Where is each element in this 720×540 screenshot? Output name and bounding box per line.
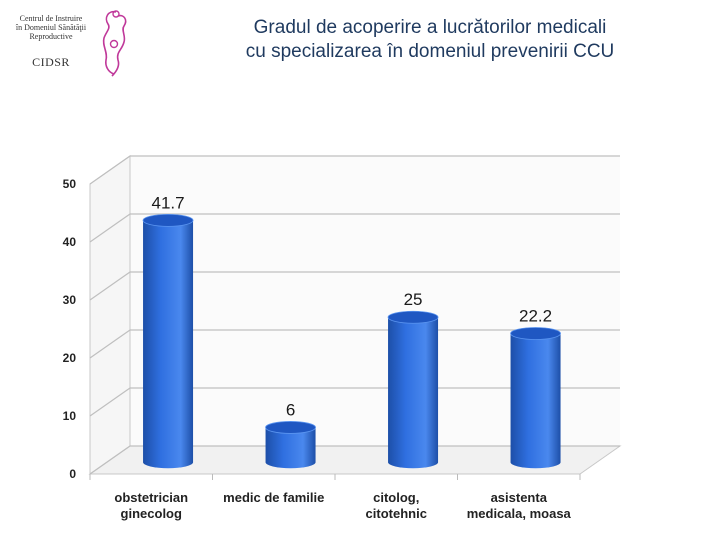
bar xyxy=(265,427,316,469)
bar-top xyxy=(142,213,194,227)
bar xyxy=(388,317,439,469)
title-line: Gradul de acoperire a lucrătorilor medic… xyxy=(253,17,607,38)
mother-child-logo-icon xyxy=(102,10,127,77)
gridline xyxy=(89,155,620,185)
logo-line: Reproductive xyxy=(29,32,73,41)
gridline xyxy=(89,445,620,475)
logo-text: Centrul de Instruire în Domeniul Sănătăţ… xyxy=(10,14,92,41)
data-label: 41.7 xyxy=(152,193,185,212)
bar-top xyxy=(387,310,439,324)
cidsr-logo: Centrul de Instruire în Domeniul Sănătăţ… xyxy=(10,6,138,78)
y-tick-label: 30 xyxy=(63,293,77,307)
x-category-label: obstetrician xyxy=(114,490,188,505)
y-tick-label: 10 xyxy=(63,409,77,423)
x-category-label: citotehnic xyxy=(366,506,427,521)
bar xyxy=(510,333,561,469)
page-title: Gradul de acoperire a lucrătorilor medic… xyxy=(150,16,710,64)
y-tick-label: 0 xyxy=(69,467,76,481)
side-wall xyxy=(89,155,131,475)
x-category-label: citolog, xyxy=(373,490,419,505)
y-tick-label: 40 xyxy=(63,235,77,249)
data-label: 22.2 xyxy=(519,306,552,325)
x-category-label: asistenta xyxy=(491,490,548,505)
x-category-label: ginecolog xyxy=(121,506,182,521)
x-category-label: medicala, moasa xyxy=(467,506,572,521)
logo-line: în Domeniul Sănătăţii xyxy=(15,23,87,32)
back-wall xyxy=(130,156,620,446)
y-tick-label: 50 xyxy=(63,177,77,191)
gridline xyxy=(89,329,620,359)
bar-top xyxy=(510,327,561,340)
x-category-label: medic de familie xyxy=(223,490,324,505)
data-label: 25 xyxy=(404,290,423,309)
data-label: 6 xyxy=(286,400,295,419)
gridline xyxy=(89,271,620,301)
gridline xyxy=(89,387,620,417)
title-line: cu specializarea în domeniul prevenirii … xyxy=(245,41,615,62)
logo-abbr: CIDSR xyxy=(32,55,70,69)
y-tick-label: 20 xyxy=(63,351,77,365)
bar-top xyxy=(265,421,316,434)
logo-line: Centrul de Instruire xyxy=(19,14,83,23)
bar xyxy=(143,220,194,469)
gridline xyxy=(89,213,620,243)
